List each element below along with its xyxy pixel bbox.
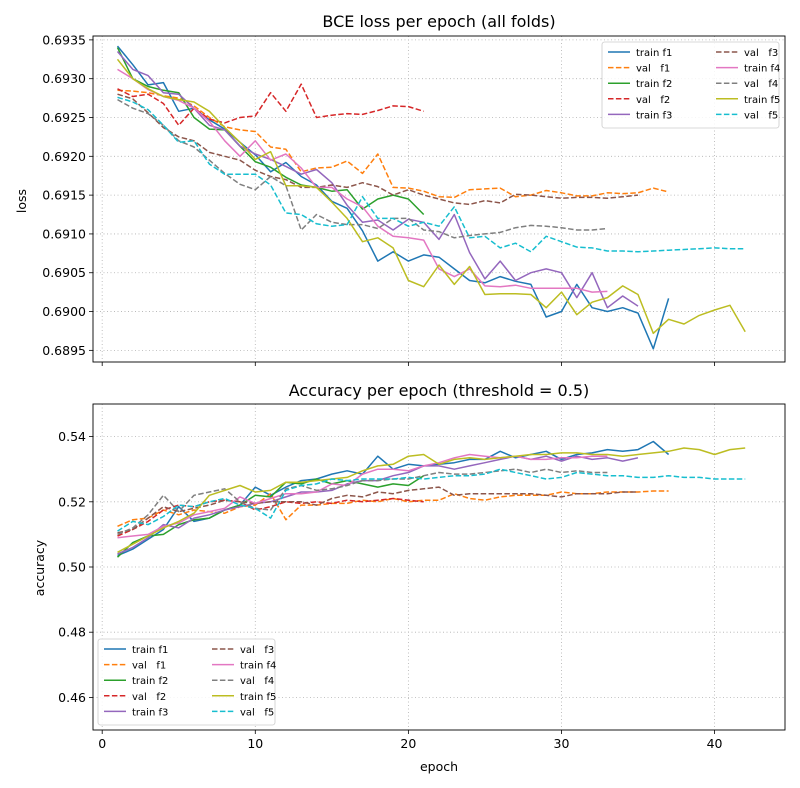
accuracy-legend-label: train f4	[240, 661, 276, 672]
x-axis-label: epoch	[420, 759, 458, 774]
loss-series-line	[117, 83, 424, 127]
accuracy-series	[116, 440, 746, 558]
loss-legend-label: train f5	[744, 95, 780, 106]
loss-legend-label: val f2	[636, 95, 670, 106]
accuracy-series-line	[116, 475, 425, 558]
accuracy-series-line	[117, 468, 608, 536]
loss-y-tick-label: 0.6905	[42, 265, 86, 280]
loss-series-line	[117, 98, 608, 239]
accuracy-legend-label: val f3	[240, 645, 274, 656]
loss-chart-title: BCE loss per epoch (all folds)	[322, 12, 555, 31]
accuracy-y-tick-label: 0.52	[58, 494, 86, 509]
accuracy-legend-label: train f1	[132, 645, 168, 656]
loss-series-line	[116, 51, 639, 309]
accuracy-legend-label: val f2	[132, 692, 166, 703]
accuracy-y-tick-label: 0.54	[58, 429, 86, 444]
loss-y-tick-label: 0.6920	[42, 149, 86, 164]
accuracy-x-tick-label: 20	[400, 736, 416, 751]
loss-series-line	[116, 58, 746, 335]
accuracy-legend: train f1 val f1 train f2 val f2 train f3 val …	[97, 638, 276, 726]
loss-legend-label: val f4	[744, 79, 778, 90]
loss-y-axis-label: loss	[14, 189, 29, 213]
loss-chart-panel: BCE loss per epoch (all folds) loss 0.68…	[14, 12, 786, 366]
accuracy-x-tick-label: 0	[98, 736, 106, 751]
accuracy-series-line	[117, 486, 638, 534]
loss-series-line	[117, 68, 608, 293]
accuracy-legend-label: train f5	[240, 692, 276, 703]
loss-legend-label: val f1	[636, 64, 670, 75]
loss-series-line	[116, 47, 425, 216]
accuracy-series-line	[117, 453, 608, 539]
accuracy-y-tick-label: 0.50	[58, 560, 86, 575]
loss-y-tick-label: 0.6930	[42, 71, 86, 86]
loss-legend: train f1 val f1 train f2 val f2 train f3 val …	[601, 41, 780, 129]
loss-series-line	[117, 89, 669, 199]
accuracy-legend-box	[97, 638, 276, 726]
accuracy-series-line	[117, 468, 746, 532]
accuracy-y-tick-label: 0.46	[58, 690, 86, 705]
accuracy-y-tick-label: 0.48	[58, 625, 86, 640]
accuracy-x-tick-label: 40	[707, 736, 723, 751]
loss-y-tick-label: 0.6915	[42, 188, 86, 203]
accuracy-y-axis-label: accuracy	[32, 539, 47, 596]
accuracy-series-line	[117, 447, 746, 553]
loss-y-tick-label: 0.6900	[42, 304, 86, 319]
loss-plot-frame	[92, 35, 786, 363]
loss-legend-label: val f5	[744, 110, 778, 121]
loss-legend-box	[601, 41, 780, 129]
accuracy-legend-label: train f2	[132, 676, 168, 687]
accuracy-legend-label: train f3	[132, 707, 168, 718]
accuracy-legend-label: val f1	[132, 661, 166, 672]
loss-legend-label: train f3	[636, 110, 672, 121]
accuracy-chart-panel: Accuracy per epoch (threshold = 0.5) acc…	[32, 381, 786, 751]
loss-series-line	[117, 96, 746, 253]
accuracy-chart-title: Accuracy per epoch (threshold = 0.5)	[289, 381, 589, 400]
loss-y-tick-label: 0.6910	[42, 226, 86, 241]
accuracy-axes: 0 10 20 30 40 0.46 0.48 0.50 0.52 0.54	[58, 403, 786, 751]
loss-legend-label: train f1	[636, 48, 672, 59]
accuracy-x-tick-label: 10	[247, 736, 263, 751]
loss-legend-label: train f4	[744, 64, 780, 75]
loss-series-line	[117, 93, 639, 206]
accuracy-legend-label: val f5	[240, 707, 274, 718]
loss-axes: 0.6895 0.6900 0.6905 0.6910 0.6915 0.6920 0.69…	[42, 32, 786, 366]
accuracy-legend-label: val f4	[240, 676, 274, 687]
loss-y-tick-label: 0.6925	[42, 110, 86, 125]
loss-legend-label: train f2	[636, 79, 672, 90]
loss-legend-label: val f3	[744, 48, 778, 59]
loss-y-tick-label: 0.6895	[42, 343, 86, 358]
loss-series	[116, 45, 746, 350]
loss-y-tick-label: 0.6935	[42, 32, 86, 47]
accuracy-x-tick-label: 30	[554, 736, 570, 751]
